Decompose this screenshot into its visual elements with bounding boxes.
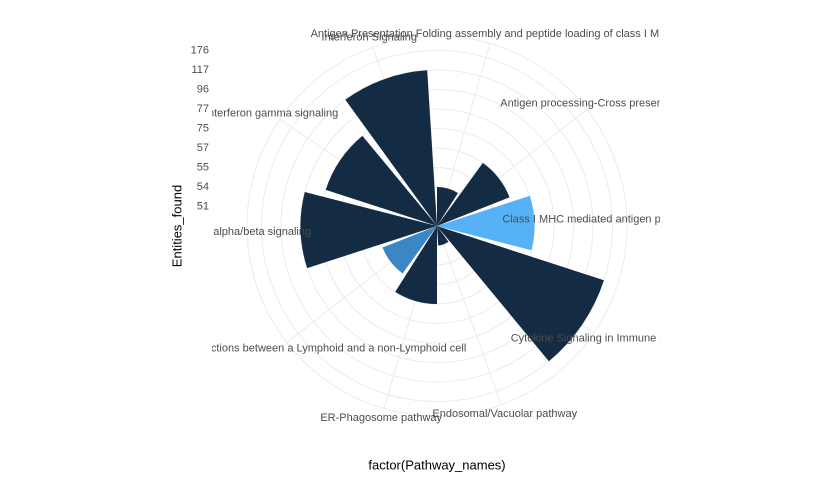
- bar: [395, 226, 437, 304]
- category-label: Interferon gamma signaling: [205, 107, 338, 119]
- y-tick-label: 55: [197, 161, 209, 173]
- bar: [300, 192, 437, 269]
- bars: [300, 70, 604, 362]
- y-tick-label: 77: [197, 103, 209, 115]
- x-axis-title: factor(Pathway_names): [368, 457, 505, 472]
- bar: [437, 226, 449, 246]
- grid-outer: [246, 35, 628, 417]
- bar: [382, 226, 437, 274]
- y-tick-label: 117: [191, 64, 209, 76]
- bar: [437, 226, 604, 362]
- category-label: Immunoregulatory interactions between a …: [92, 342, 467, 354]
- bar: [345, 70, 437, 226]
- y-ticks: 51 54 55 57 75 77 96 117 176: [191, 44, 209, 212]
- y-axis-title: Entities_found: [169, 185, 184, 267]
- grid-circle: [280, 69, 594, 383]
- category-labels: Antigen Presentation Folding assembly an…: [92, 28, 771, 424]
- category-label: Antigen Presentation Folding assembly an…: [311, 28, 675, 40]
- grid-circle: [261, 50, 613, 402]
- category-label: Endosomal/Vacuolar pathway: [432, 408, 577, 420]
- y-tick-label: 57: [197, 142, 209, 154]
- grid-spoke: [436, 225, 502, 405]
- y-tick-label: 54: [197, 181, 209, 193]
- category-label: ER-Phagosome pathway: [320, 412, 442, 424]
- category-label: Antigen processing-Cross presentation: [500, 97, 690, 109]
- y-tick-label: 176: [191, 44, 209, 56]
- bar: [437, 187, 458, 226]
- y-tick-label: 96: [197, 83, 209, 95]
- category-label: Cytokine Signaling in Immune system: [511, 332, 694, 344]
- y-tick-label: 75: [197, 122, 209, 134]
- y-tick-label: 51: [197, 200, 209, 212]
- category-label: Interferon alpha/beta signaling: [163, 226, 311, 238]
- bar: [325, 135, 437, 226]
- bar: [437, 162, 510, 226]
- bar: [437, 195, 535, 251]
- category-label: Interferon Signaling: [322, 32, 417, 44]
- category-label: Class I MHC mediated antigen processing …: [502, 214, 771, 226]
